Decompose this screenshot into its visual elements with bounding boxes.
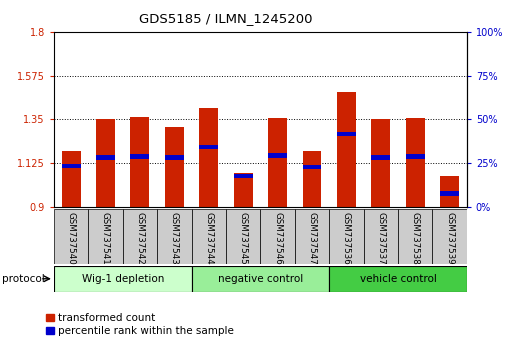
Bar xyxy=(191,266,329,292)
Bar xyxy=(96,119,115,207)
Bar xyxy=(130,116,149,207)
Bar xyxy=(226,209,260,264)
Bar xyxy=(440,191,459,196)
Text: GSM737542: GSM737542 xyxy=(135,212,144,264)
Bar xyxy=(329,209,364,264)
Bar xyxy=(62,164,81,169)
Bar xyxy=(199,108,218,207)
Bar xyxy=(295,209,329,264)
Bar xyxy=(165,127,184,207)
Text: GSM737545: GSM737545 xyxy=(239,212,248,264)
Text: GSM737541: GSM737541 xyxy=(101,212,110,264)
Bar xyxy=(432,209,467,264)
Bar xyxy=(62,151,81,207)
Bar xyxy=(96,155,115,160)
Bar xyxy=(123,209,157,264)
Text: vehicle control: vehicle control xyxy=(360,274,437,284)
Bar xyxy=(337,92,356,207)
Text: GSM737538: GSM737538 xyxy=(411,212,420,264)
Bar xyxy=(406,118,425,207)
Bar xyxy=(364,209,398,264)
Bar xyxy=(303,165,322,169)
Bar xyxy=(329,266,467,292)
Bar xyxy=(406,154,425,159)
Bar xyxy=(199,144,218,149)
Text: GSM737544: GSM737544 xyxy=(204,212,213,264)
Text: GSM737546: GSM737546 xyxy=(273,212,282,264)
Text: GDS5185 / ILMN_1245200: GDS5185 / ILMN_1245200 xyxy=(139,12,312,25)
Text: negative control: negative control xyxy=(218,274,303,284)
Bar xyxy=(371,119,390,207)
Bar xyxy=(303,151,322,207)
Bar xyxy=(260,209,295,264)
Text: GSM737537: GSM737537 xyxy=(377,212,385,264)
Bar xyxy=(371,155,390,160)
Text: GSM737547: GSM737547 xyxy=(307,212,317,264)
Bar xyxy=(88,209,123,264)
Text: GSM737543: GSM737543 xyxy=(170,212,179,264)
Bar xyxy=(268,118,287,207)
Bar xyxy=(130,154,149,159)
Bar xyxy=(54,266,191,292)
Bar xyxy=(398,209,432,264)
Text: protocol: protocol xyxy=(2,274,44,284)
Bar xyxy=(54,209,88,264)
Bar xyxy=(440,176,459,207)
Text: Wig-1 depletion: Wig-1 depletion xyxy=(82,274,164,284)
Bar xyxy=(165,155,184,160)
Bar xyxy=(234,174,252,178)
Bar xyxy=(157,209,191,264)
Bar xyxy=(268,153,287,158)
Bar xyxy=(337,132,356,136)
Text: GSM737536: GSM737536 xyxy=(342,212,351,264)
Legend: transformed count, percentile rank within the sample: transformed count, percentile rank withi… xyxy=(46,313,233,336)
Bar xyxy=(191,209,226,264)
Bar xyxy=(234,173,252,207)
Text: GSM737540: GSM737540 xyxy=(67,212,75,264)
Text: GSM737539: GSM737539 xyxy=(445,212,454,264)
